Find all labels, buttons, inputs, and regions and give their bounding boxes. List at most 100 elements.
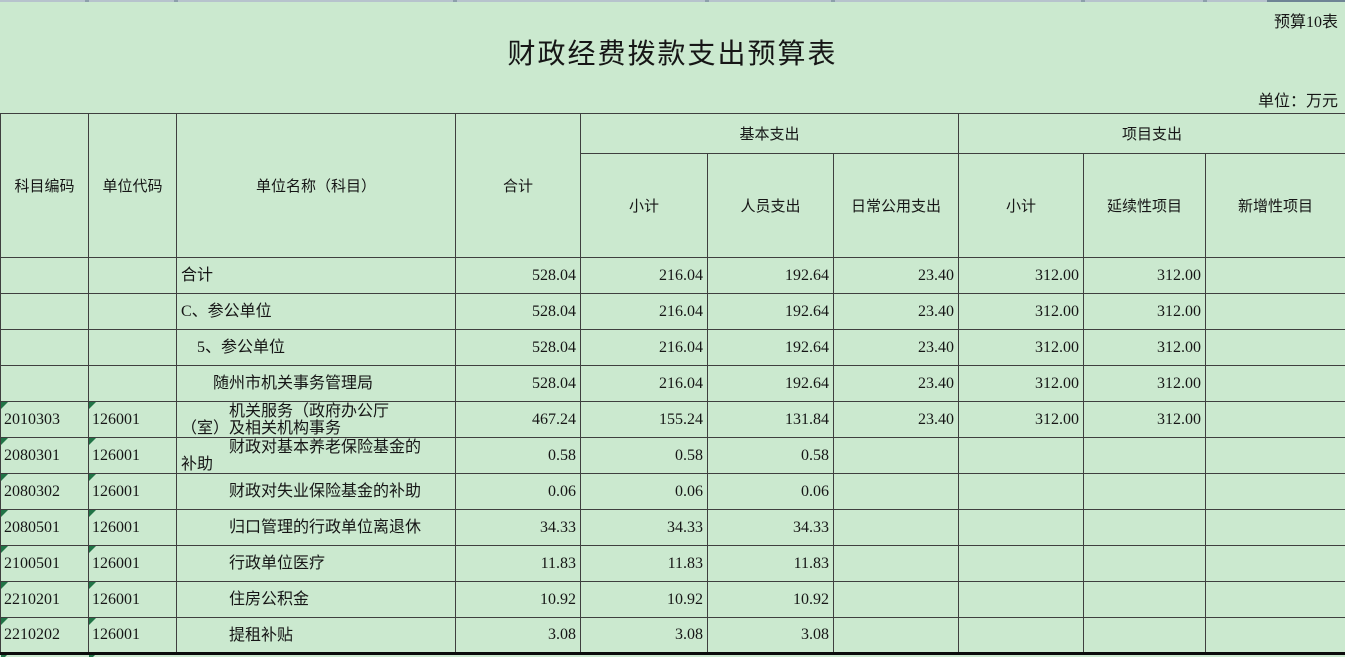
cell-personnel[interactable]: 0.58 [707,437,834,474]
cell-project-subtotal[interactable] [958,509,1085,546]
cell-new-project[interactable] [1205,545,1345,582]
cell-unit-code[interactable]: 126001 [88,581,177,618]
header-daily-public-expenditure[interactable]: 日常公用支出 [832,153,960,258]
cell-basic-subtotal[interactable]: 216.04 [580,257,708,294]
cell-personnel[interactable]: 192.64 [707,329,834,366]
cell-subject-code[interactable]: 2080501 [0,509,89,546]
cell-subject-code[interactable]: 2100501 [0,545,89,582]
cell-unit-code[interactable] [88,365,177,402]
cell-continuing-project[interactable] [1083,581,1207,618]
cell-continuing-project[interactable] [1083,545,1207,582]
header-basic-subtotal[interactable]: 小计 [580,153,708,258]
cell-basic-subtotal[interactable]: 10.92 [580,581,708,618]
cell-continuing-project[interactable]: 312.00 [1083,401,1207,438]
cell-new-project[interactable] [1205,293,1345,330]
cell-basic-subtotal[interactable]: 11.83 [580,545,708,582]
cell-new-project[interactable] [1205,509,1345,546]
cell-continuing-project[interactable] [1083,509,1207,546]
cell-unit-name[interactable]: 财政对基本养老保险基金的 补助 [176,437,456,474]
cell-daily-public[interactable] [832,545,960,582]
cell-new-project[interactable] [1205,401,1345,438]
cell-daily-public[interactable]: 23.40 [832,293,960,330]
cell-unit-name[interactable]: 归口管理的行政单位离退休 [176,509,456,546]
cell-basic-subtotal[interactable]: 216.04 [580,329,708,366]
cell-subject-code[interactable]: 2080302 [0,473,89,510]
header-continuing-project[interactable]: 延续性项目 [1083,153,1207,258]
cell-unit-code[interactable]: 126001 [88,545,177,582]
cell-basic-subtotal[interactable]: 34.33 [580,509,708,546]
cell-unit-code[interactable] [88,293,177,330]
cell-daily-public[interactable]: 23.40 [832,257,960,294]
cell-subject-code[interactable] [0,293,89,330]
cell-daily-public[interactable]: 23.40 [832,329,960,366]
cell-unit-code[interactable]: 126001 [88,437,177,474]
cell-continuing-project[interactable] [1083,473,1207,510]
cell-subject-code[interactable]: 2080301 [0,437,89,474]
cell-project-subtotal[interactable] [958,617,1085,655]
cell-unit-code[interactable]: 126001 [88,617,177,655]
cell-unit-name[interactable]: 住房公积金 [176,581,456,618]
cell-subject-code[interactable] [0,365,89,402]
cell-subject-code[interactable] [0,257,89,294]
cell-personnel[interactable]: 192.64 [707,365,834,402]
cell-continuing-project[interactable]: 312.00 [1083,365,1207,402]
cell-daily-public[interactable]: 23.40 [832,365,960,402]
header-subject-code[interactable]: 科目编码 [0,113,89,258]
header-basic-expenditure-group[interactable]: 基本支出 [579,113,960,154]
cell-daily-public[interactable] [832,473,960,510]
header-unit-name[interactable]: 单位名称（科目） [176,113,456,258]
cell-personnel[interactable]: 0.06 [707,473,834,510]
cell-personnel[interactable]: 10.92 [707,581,834,618]
cell-basic-subtotal[interactable]: 216.04 [580,365,708,402]
header-unit-code[interactable]: 单位代码 [88,113,177,258]
cell-personnel[interactable]: 3.08 [707,617,834,655]
cell-unit-name[interactable]: 机关服务（政府办公厅 （室）及相关机构事务 [176,401,456,438]
cell-project-subtotal[interactable]: 312.00 [958,401,1085,438]
cell-new-project[interactable] [1205,437,1345,474]
cell-total[interactable]: 10.92 [455,581,581,618]
cell-daily-public[interactable] [832,437,960,474]
cell-total[interactable]: 528.04 [455,365,581,402]
cell-total[interactable]: 34.33 [455,509,581,546]
header-project-subtotal[interactable]: 小计 [958,153,1085,258]
cell-total[interactable]: 11.83 [455,545,581,582]
cell-daily-public[interactable] [832,581,960,618]
cell-personnel[interactable]: 131.84 [707,401,834,438]
header-new-project[interactable]: 新增性项目 [1205,153,1345,258]
cell-project-subtotal[interactable] [958,581,1085,618]
header-personnel-expenditure[interactable]: 人员支出 [707,153,834,258]
cell-unit-code[interactable]: 126001 [88,401,177,438]
cell-project-subtotal[interactable]: 312.00 [958,257,1085,294]
cell-new-project[interactable] [1205,617,1345,655]
header-total[interactable]: 合计 [455,113,581,258]
cell-new-project[interactable] [1205,257,1345,294]
cell-unit-name[interactable]: 合计 [176,257,456,294]
cell-basic-subtotal[interactable]: 3.08 [580,617,708,655]
cell-continuing-project[interactable]: 312.00 [1083,257,1207,294]
cell-total[interactable]: 528.04 [455,329,581,366]
cell-unit-code[interactable] [88,257,177,294]
cell-project-subtotal[interactable]: 312.00 [958,329,1085,366]
cell-subject-code[interactable]: 2010303 [0,401,89,438]
cell-continuing-project[interactable]: 312.00 [1083,329,1207,366]
cell-personnel[interactable]: 192.64 [707,257,834,294]
cell-daily-public[interactable]: 23.40 [832,401,960,438]
cell-subject-code[interactable] [0,329,89,366]
cell-total[interactable]: 528.04 [455,293,581,330]
cell-new-project[interactable] [1205,473,1345,510]
cell-personnel[interactable]: 34.33 [707,509,834,546]
cell-project-subtotal[interactable] [958,437,1085,474]
cell-personnel[interactable]: 192.64 [707,293,834,330]
cell-new-project[interactable] [1205,329,1345,366]
cell-total[interactable]: 0.06 [455,473,581,510]
cell-unit-name[interactable]: 随州市机关事务管理局 [176,365,456,402]
cell-continuing-project[interactable] [1083,617,1207,655]
cell-project-subtotal[interactable]: 312.00 [958,293,1085,330]
cell-new-project[interactable] [1205,365,1345,402]
cell-unit-name[interactable]: 财政对失业保险基金的补助 [176,473,456,510]
cell-project-subtotal[interactable] [958,545,1085,582]
cell-subject-code[interactable]: 2210202 [0,617,89,655]
cell-total[interactable]: 467.24 [455,401,581,438]
cell-unit-code[interactable]: 126001 [88,509,177,546]
cell-basic-subtotal[interactable]: 0.06 [580,473,708,510]
